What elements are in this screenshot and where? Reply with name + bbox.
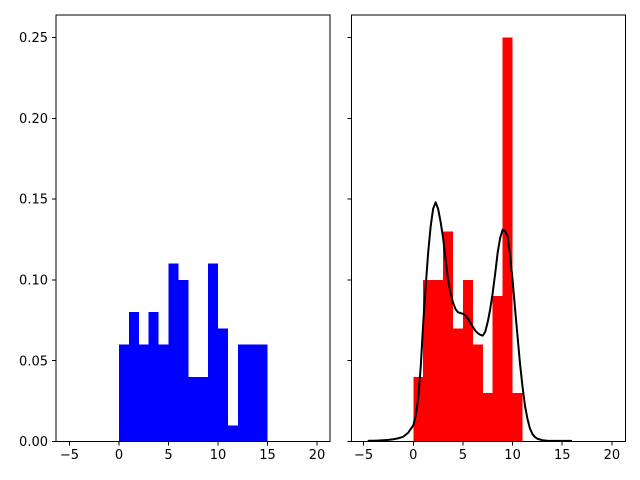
- histogram-bars: [118, 263, 268, 442]
- x-tick-label: 15: [259, 448, 276, 463]
- y-tick-label: 0.05: [19, 354, 48, 369]
- x-tick-label: 20: [309, 448, 326, 463]
- y-tick-label: 0.15: [19, 193, 48, 208]
- x-tick-label: 0: [409, 448, 417, 463]
- subplot-left: −5 0 5 10 15 20 0.00 0.05 0.10 0.15 0.20 0.25: [19, 14, 331, 463]
- x-tick-label: −5: [354, 448, 373, 463]
- x-tick-label: 20: [604, 448, 621, 463]
- axes-spines: [55, 14, 331, 442]
- x-tick-label: 10: [504, 448, 521, 463]
- subplot-right: −5 0 5 10 15 20: [347, 14, 626, 463]
- y-tick-label: 0.20: [19, 112, 48, 127]
- x-tick-label: 5: [459, 448, 467, 463]
- x-tick-label: 10: [210, 448, 227, 463]
- y-tick-label: 0.10: [19, 273, 48, 288]
- histogram-bars: [413, 37, 523, 442]
- kde-curve: [367, 201, 573, 442]
- x-tick-label: −5: [60, 448, 79, 463]
- x-tick-label: 0: [115, 448, 123, 463]
- x-tick-label: 15: [554, 448, 571, 463]
- y-tick-label: 0.00: [19, 435, 48, 450]
- axes-spines: [351, 14, 626, 442]
- x-tick-label: 5: [164, 448, 172, 463]
- y-tick-label: 0.25: [19, 31, 48, 46]
